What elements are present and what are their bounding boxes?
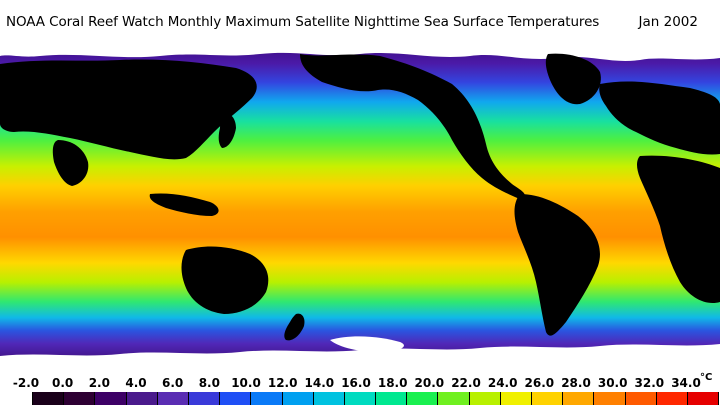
legend-swatch xyxy=(407,392,439,405)
legend-tick-label: 18.0 xyxy=(377,376,408,390)
legend-unit: °C xyxy=(700,372,713,383)
legend-tick-label: 0.0 xyxy=(52,376,74,390)
japan-land xyxy=(218,113,236,148)
legend-swatch xyxy=(33,392,65,405)
legend-swatch xyxy=(563,392,595,405)
africa-land xyxy=(637,155,720,304)
legend-swatch xyxy=(469,392,501,405)
new-zealand-land xyxy=(284,313,305,341)
legend-swatch xyxy=(594,392,626,405)
legend-swatch xyxy=(251,392,283,405)
north-america-land xyxy=(300,54,525,200)
map-title: NOAA Coral Reef Watch Monthly Maximum Sa… xyxy=(6,14,600,30)
arctic-ice xyxy=(0,44,720,61)
legend-tick-label: 32.0 xyxy=(634,376,665,390)
legend-tick-label: 16.0 xyxy=(341,376,371,390)
legend-tick-label: 6.0 xyxy=(162,376,184,390)
legend-tick-label: 14.0 xyxy=(304,376,335,390)
asia-land xyxy=(0,59,257,160)
legend-tick-label: 8.0 xyxy=(198,376,220,390)
south-america-land xyxy=(514,194,600,336)
antarctic-ice xyxy=(0,336,720,366)
sea-surface-temperature-map xyxy=(0,44,720,366)
legend-color-bar xyxy=(32,392,720,405)
legend-swatch xyxy=(95,392,127,405)
legend-swatch xyxy=(64,392,96,405)
legend-swatch xyxy=(656,392,688,405)
legend-swatch xyxy=(438,392,470,405)
legend-swatch xyxy=(532,392,564,405)
header: NOAA Coral Reef Watch Monthly Maximum Sa… xyxy=(0,0,720,44)
legend-tick-label: 10.0 xyxy=(231,376,261,390)
greenland-land xyxy=(545,53,601,105)
temperature-legend: -2.0 0.0 2.0 4.0 6.0 8.0 10.0 12.0 14.0 16.0 18.0 2… xyxy=(0,366,720,411)
landmasses xyxy=(0,53,720,341)
map-date: Jan 2002 xyxy=(638,14,698,30)
legend-swatch xyxy=(188,392,221,405)
legend-swatch xyxy=(282,392,314,405)
legend-swatch xyxy=(157,392,189,405)
legend-swatch xyxy=(376,392,408,405)
legend-tick-label: 24.0 xyxy=(487,376,518,390)
legend-swatch xyxy=(126,392,158,405)
legend-swatch xyxy=(500,392,532,405)
legend-tick-label: 12.0 xyxy=(267,376,298,390)
legend-tick-label: 30.0 xyxy=(597,376,628,390)
legend-swatch xyxy=(687,392,720,405)
legend-tick-label: 26.0 xyxy=(524,376,555,390)
legend-swatch xyxy=(625,392,657,405)
legend-tick-label: 34.0 xyxy=(671,376,701,390)
legend-swatch xyxy=(220,392,252,405)
legend-tick-label: 4.0 xyxy=(125,376,147,390)
india-land xyxy=(52,140,89,186)
europe-land xyxy=(599,81,720,155)
legend-tick-label: 2.0 xyxy=(88,376,110,390)
legend-swatch xyxy=(313,392,345,405)
legend-tick-label: 20.0 xyxy=(414,376,445,390)
southeast-asia-islands xyxy=(149,193,219,216)
legend-tick-label: 28.0 xyxy=(561,376,591,390)
australia-land xyxy=(181,246,269,314)
legend-tick-label: -2.0 xyxy=(12,376,40,390)
legend-labels: -2.0 0.0 2.0 4.0 6.0 8.0 10.0 12.0 14.0 16.0 18.0 2… xyxy=(0,376,720,392)
legend-swatch xyxy=(344,392,377,405)
legend-tick-label: 22.0 xyxy=(451,376,481,390)
